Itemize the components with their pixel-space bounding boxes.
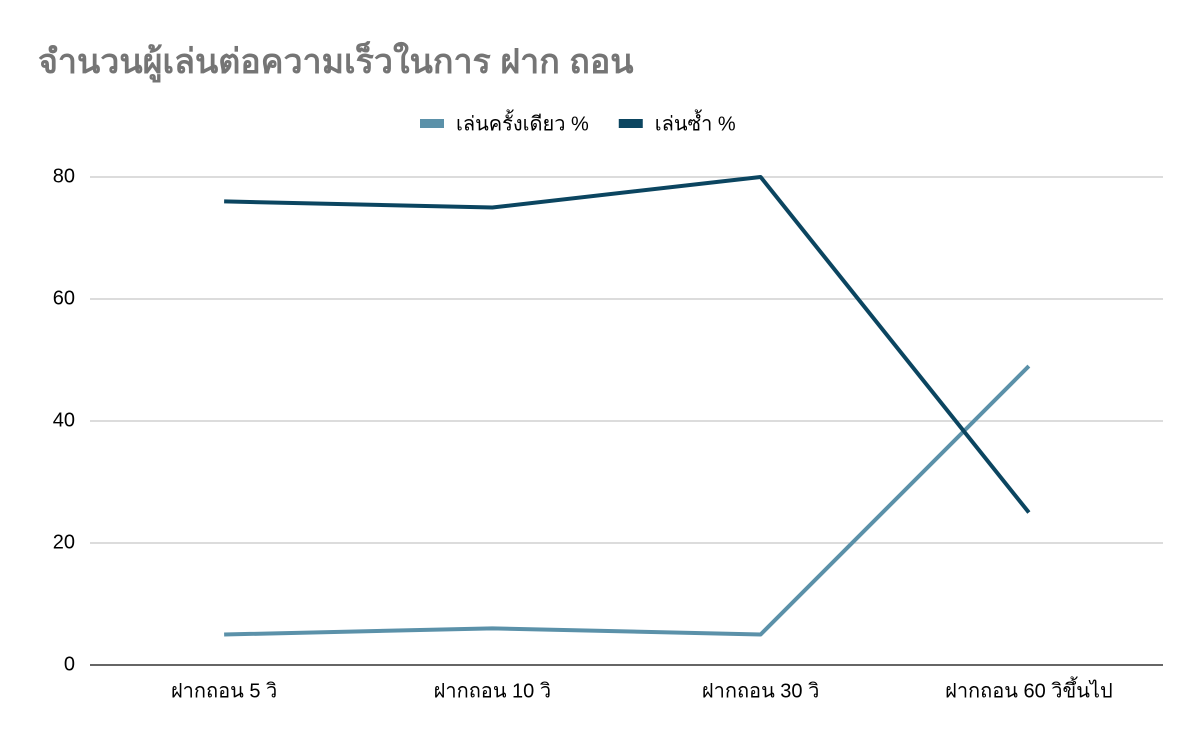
y-tick-label: 20	[53, 531, 75, 553]
y-tick-label: 0	[64, 653, 75, 675]
legend-label: เล่นครั้งเดียว %	[456, 109, 589, 135]
legend-swatch	[420, 119, 444, 128]
y-tick-label: 80	[53, 165, 75, 187]
y-tick-label: 60	[53, 287, 75, 309]
x-tick-label: ฝากถอน 30 วิ	[702, 680, 819, 702]
legend-label: เล่นซ้ำ %	[655, 109, 736, 135]
series-line	[224, 364, 1031, 637]
legend-swatch	[618, 119, 643, 128]
chart-title: จำนวนผู้เล่นต่อความเร็วในการ ฝาก ถอน	[38, 40, 634, 83]
x-tick-label: ฝากถอน 60 วิขึ้นไป	[945, 676, 1113, 702]
y-tick-label: 40	[53, 409, 75, 431]
x-tick-label: ฝากถอน 5 วิ	[171, 680, 277, 702]
x-tick-label: ฝากถอน 10 วิ	[434, 680, 551, 702]
series-line	[224, 175, 1031, 514]
